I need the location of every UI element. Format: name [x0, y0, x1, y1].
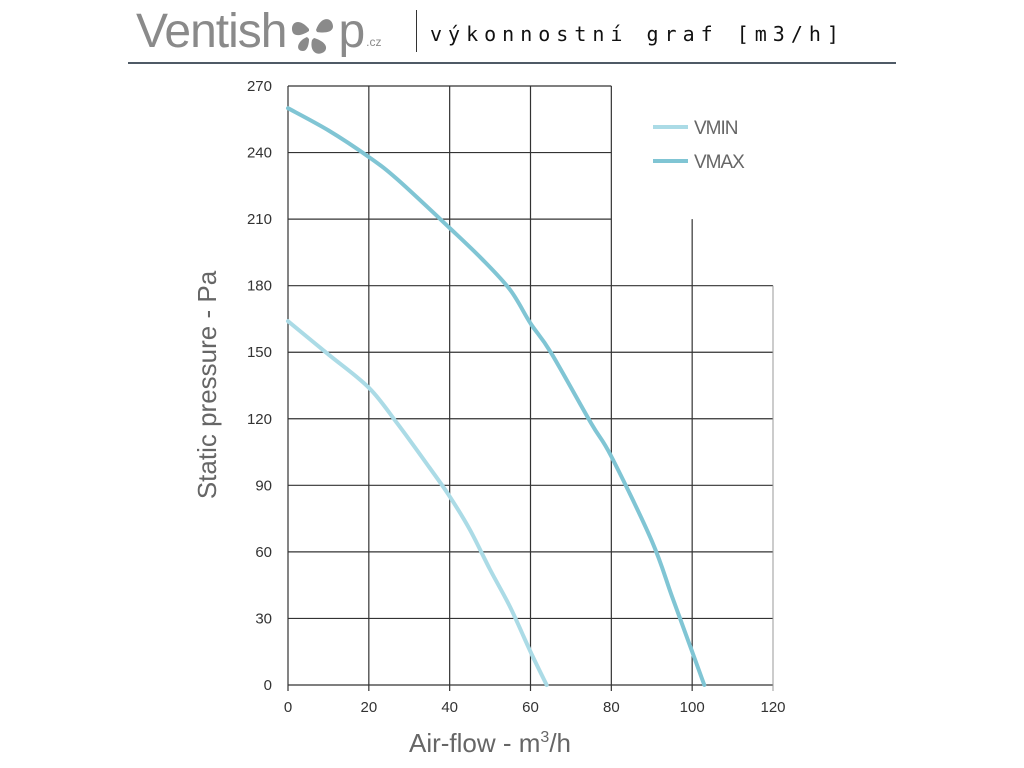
x-tick-label: 100	[680, 699, 705, 716]
y-tick-label: 210	[247, 211, 272, 228]
y-tick-label: 90	[255, 477, 272, 494]
y-tick-label: 180	[247, 278, 272, 295]
y-tick-label: 270	[247, 78, 272, 95]
y-tick-label: 0	[264, 677, 272, 694]
x-tick-label: 120	[760, 699, 785, 716]
fan-icon	[292, 19, 334, 54]
ventishop-logo: Ventish p .cz	[136, 4, 382, 59]
x-tick-label: 0	[284, 699, 292, 716]
x-tick-label: 20	[360, 699, 377, 716]
series-lines	[286, 106, 707, 687]
x-tick-label: 60	[522, 699, 539, 716]
logo-text: Ventish	[136, 5, 287, 58]
legend-label-vmax: VMAX	[694, 152, 745, 173]
tick-labels: 0 30 60 90 120 150 180 210 240 270 0 20 40 60 80 100 120	[247, 78, 786, 716]
header-separator	[416, 10, 417, 52]
header: Ventish p .cz výkonnostní graf [m3/h]	[128, 0, 896, 64]
y-tick-label: 120	[247, 411, 272, 428]
y-tick-label: 30	[255, 610, 272, 627]
x-tick-label: 40	[441, 699, 458, 716]
series-line-vmin	[286, 319, 549, 687]
y-axis-label: Static pressure - Pa	[192, 270, 222, 499]
x-axis-label: Air-flow - m3/h	[409, 728, 571, 758]
logo-tld: .cz	[366, 35, 382, 49]
y-tick-label: 60	[255, 544, 272, 561]
x-tick-label: 80	[603, 699, 620, 716]
y-tick-label: 150	[247, 344, 272, 361]
chart-title: výkonnostní graf [m3/h]	[430, 22, 845, 46]
legend: VMIN VMAX	[653, 118, 746, 173]
legend-label-vmin: VMIN	[694, 118, 738, 139]
series-line-vmax	[286, 106, 707, 687]
y-tick-label: 240	[247, 145, 272, 162]
logo-text-end: p	[338, 5, 365, 58]
grid	[287, 85, 774, 691]
